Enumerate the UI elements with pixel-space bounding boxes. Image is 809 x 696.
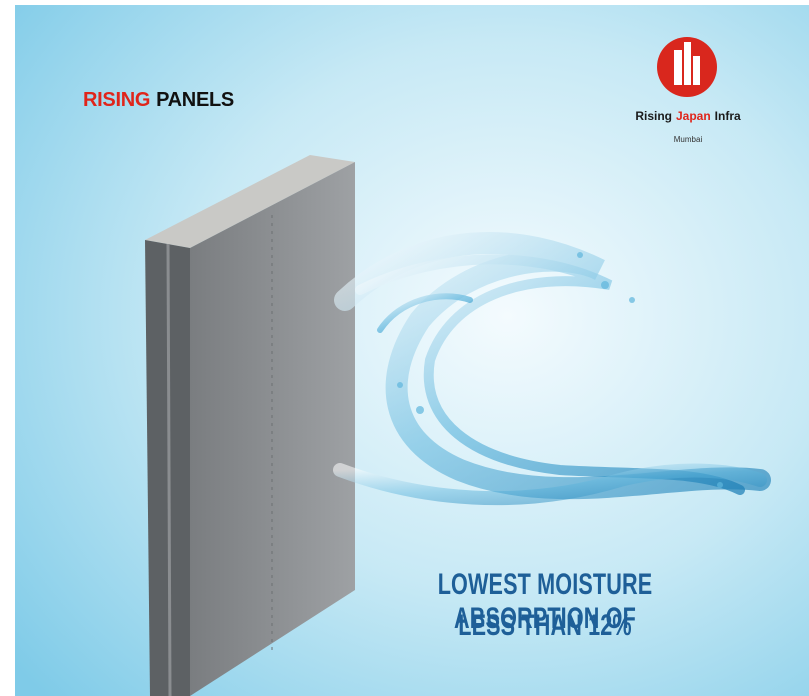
logo-name: Rising Japan Infra xyxy=(608,109,768,123)
artwork xyxy=(15,5,809,696)
logo-word: Rising xyxy=(635,109,672,123)
panel-groove xyxy=(166,243,172,696)
logo-buildings xyxy=(674,42,700,85)
water-splash xyxy=(333,232,771,506)
panel-top xyxy=(145,155,355,248)
logo-city: Mumbai xyxy=(673,135,703,144)
logo-word: Japan xyxy=(675,109,711,123)
brand-word: PANELS xyxy=(156,89,234,111)
brand-title: RISING PANELS xyxy=(83,89,234,112)
headline: LOWEST MOISTURE ABSORPTION OF xyxy=(437,568,653,635)
logo-word: Infra xyxy=(714,109,741,123)
panel-front xyxy=(190,162,355,696)
headline: LESS THAN 12% xyxy=(458,609,632,642)
brand-word: RISING xyxy=(83,89,151,111)
water-drops xyxy=(397,252,723,488)
